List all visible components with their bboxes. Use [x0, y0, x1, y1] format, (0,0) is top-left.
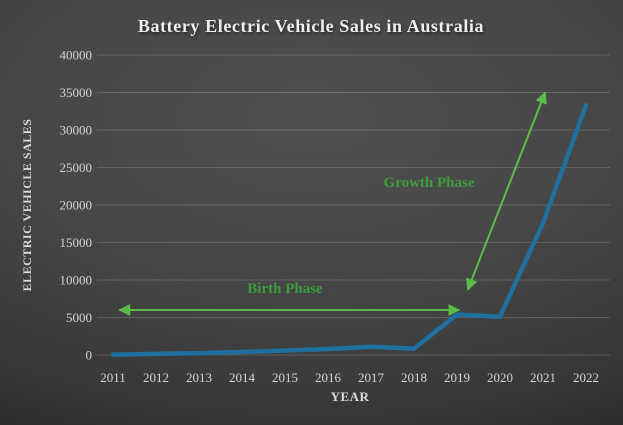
x-axis-title: YEAR: [331, 389, 370, 404]
y-tick-label: 15000: [60, 235, 93, 250]
x-tick-label: 2017: [358, 370, 385, 385]
x-tick-label: 2021: [530, 370, 556, 385]
x-tick-label: 2013: [186, 370, 212, 385]
x-tick-label: 2016: [315, 370, 342, 385]
y-tick-label: 35000: [60, 85, 93, 100]
y-axis-tick-labels: 0 5000 10000 15000 20000 25000 30000 35000 40000: [60, 48, 93, 363]
y-axis-title: ELECTRIC VEHICLE SALES: [20, 119, 34, 292]
y-tick-label: 20000: [60, 198, 93, 213]
x-tick-label: 2011: [100, 370, 126, 385]
annotation-label: Birth Phase: [247, 281, 323, 297]
x-tick-label: 2020: [487, 370, 513, 385]
y-tick-label: 25000: [60, 160, 93, 175]
annotation-arrow: [466, 91, 547, 291]
x-tick-label: 2014: [229, 370, 256, 385]
y-tick-label: 5000: [66, 310, 92, 325]
x-tick-label: 2015: [272, 370, 298, 385]
annotation-label: Growth Phase: [384, 175, 475, 191]
x-tick-label: 2012: [143, 370, 169, 385]
annotations: Birth Phase Growth Phase: [118, 91, 547, 316]
sales-line: [110, 103, 589, 357]
x-tick-label: 2022: [573, 370, 599, 385]
data-series: [110, 103, 589, 357]
x-tick-label: 2019: [444, 370, 470, 385]
x-axis-tick-labels: 2011 2012 2013 2014 2015 2016 2017 2018 2019 2020…: [100, 370, 599, 385]
x-tick-label: 2018: [401, 370, 427, 385]
y-tick-label: 30000: [60, 123, 93, 138]
chart-title: Battery Electric Vehicle Sales in Austra…: [138, 16, 484, 36]
gridlines: [97, 54, 610, 356]
y-tick-label: 0: [86, 348, 93, 363]
y-tick-label: 40000: [60, 48, 93, 63]
y-tick-label: 10000: [60, 273, 93, 288]
